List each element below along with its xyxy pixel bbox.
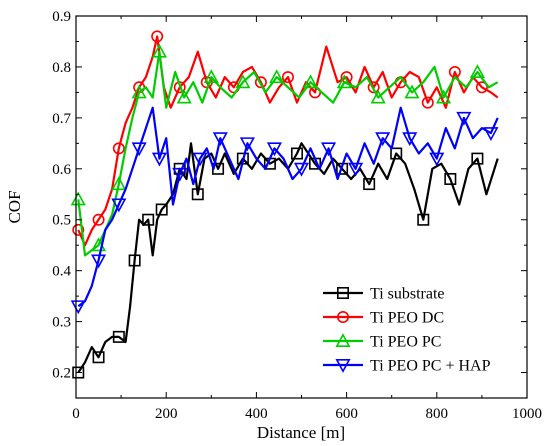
data-point xyxy=(456,111,472,126)
data-point xyxy=(203,69,219,84)
y-tick-label: 0.6 xyxy=(52,162,71,178)
data-point xyxy=(363,178,376,191)
series-line xyxy=(77,106,499,308)
data-point xyxy=(417,213,430,226)
data-point xyxy=(483,127,499,142)
data-point xyxy=(91,254,107,269)
y-axis-title: COF xyxy=(5,190,24,223)
x-tick-label: 400 xyxy=(245,406,268,422)
data-point xyxy=(402,132,418,147)
legend-entry: Ti PEO DC xyxy=(323,310,444,327)
y-tick-label: 0.5 xyxy=(52,213,71,229)
x-tick-label: 600 xyxy=(335,406,358,422)
data-point xyxy=(128,254,141,267)
data-point xyxy=(471,152,484,165)
data-point xyxy=(336,74,352,89)
data-point xyxy=(212,132,228,147)
series-line xyxy=(77,50,499,257)
data-point xyxy=(155,203,168,216)
data-point xyxy=(131,142,147,157)
x-tick-label: 0 xyxy=(72,406,80,422)
legend-entry: Ti substrate xyxy=(323,286,445,303)
y-tick-label: 0.2 xyxy=(52,366,71,382)
data-point xyxy=(70,191,86,206)
plot-area xyxy=(70,30,499,379)
data-point xyxy=(269,69,285,84)
data-point xyxy=(235,74,251,89)
data-point xyxy=(290,147,303,160)
data-point xyxy=(293,162,310,177)
data-point xyxy=(348,162,364,177)
data-point xyxy=(390,147,403,160)
x-axis-title: Distance [m] xyxy=(257,423,345,442)
data-point xyxy=(421,96,434,109)
y-tick-label: 0.9 xyxy=(52,9,71,25)
legend-label: Ti substrate xyxy=(370,286,445,303)
data-point xyxy=(192,152,208,167)
data-point xyxy=(92,351,105,364)
data-point xyxy=(370,89,386,104)
data-point xyxy=(239,137,255,152)
data-point xyxy=(254,76,267,89)
data-point xyxy=(131,84,147,99)
data-point xyxy=(404,84,420,99)
data-point xyxy=(176,89,192,104)
data-point xyxy=(70,300,86,315)
x-tick-label: 1000 xyxy=(512,406,542,422)
data-point xyxy=(436,89,452,104)
y-tick-label: 0.8 xyxy=(52,60,71,76)
data-point xyxy=(151,152,167,167)
data-point xyxy=(111,176,127,191)
data-point xyxy=(281,71,294,84)
y-tick-label: 0.3 xyxy=(52,315,71,331)
data-point xyxy=(142,213,155,226)
data-point xyxy=(444,172,457,185)
data-point xyxy=(112,330,125,343)
data-point xyxy=(375,132,391,147)
data-point xyxy=(72,366,85,379)
series-line xyxy=(77,35,499,247)
legend-marker xyxy=(336,286,349,299)
series-4 xyxy=(70,106,499,315)
data-point xyxy=(266,142,282,157)
data-point xyxy=(151,43,167,58)
legend: Ti substrate Ti PEO DC Ti PEO PC Ti PEO PC … xyxy=(323,286,491,375)
data-point xyxy=(172,167,188,182)
data-point xyxy=(429,152,445,167)
data-point xyxy=(151,30,164,43)
legend-entry: Ti PEO PC + HAP xyxy=(323,358,491,375)
y-tick-label: 0.7 xyxy=(52,111,71,127)
legend-label: Ti PEO DC xyxy=(370,310,444,327)
legend-label: Ti PEO PC xyxy=(370,334,441,351)
series-3 xyxy=(70,43,499,257)
data-point xyxy=(111,198,127,213)
series-2 xyxy=(72,30,499,247)
data-point xyxy=(191,188,204,201)
axes: 0 200 400 600 800 1000 0.2 0.3 0.4 0.5 0.6 0.7 0.8 0.… xyxy=(52,9,542,422)
legend-entry: Ti PEO PC xyxy=(323,333,441,351)
data-point xyxy=(72,223,85,236)
data-point xyxy=(92,213,105,226)
data-point xyxy=(321,142,337,157)
x-tick-label: 800 xyxy=(426,406,449,422)
data-point xyxy=(302,74,319,89)
y-tick-label: 0.4 xyxy=(52,264,71,280)
x-tick-label: 200 xyxy=(155,406,178,422)
data-point xyxy=(475,81,488,94)
data-point xyxy=(367,81,380,94)
series-line xyxy=(77,142,499,374)
data-point xyxy=(112,142,125,155)
series-1 xyxy=(72,142,499,379)
legend-marker xyxy=(335,358,351,373)
legend-marker xyxy=(335,333,351,348)
legend-marker xyxy=(336,310,349,323)
data-point xyxy=(469,64,485,79)
legend-label: Ti PEO PC + HAP xyxy=(370,358,491,375)
